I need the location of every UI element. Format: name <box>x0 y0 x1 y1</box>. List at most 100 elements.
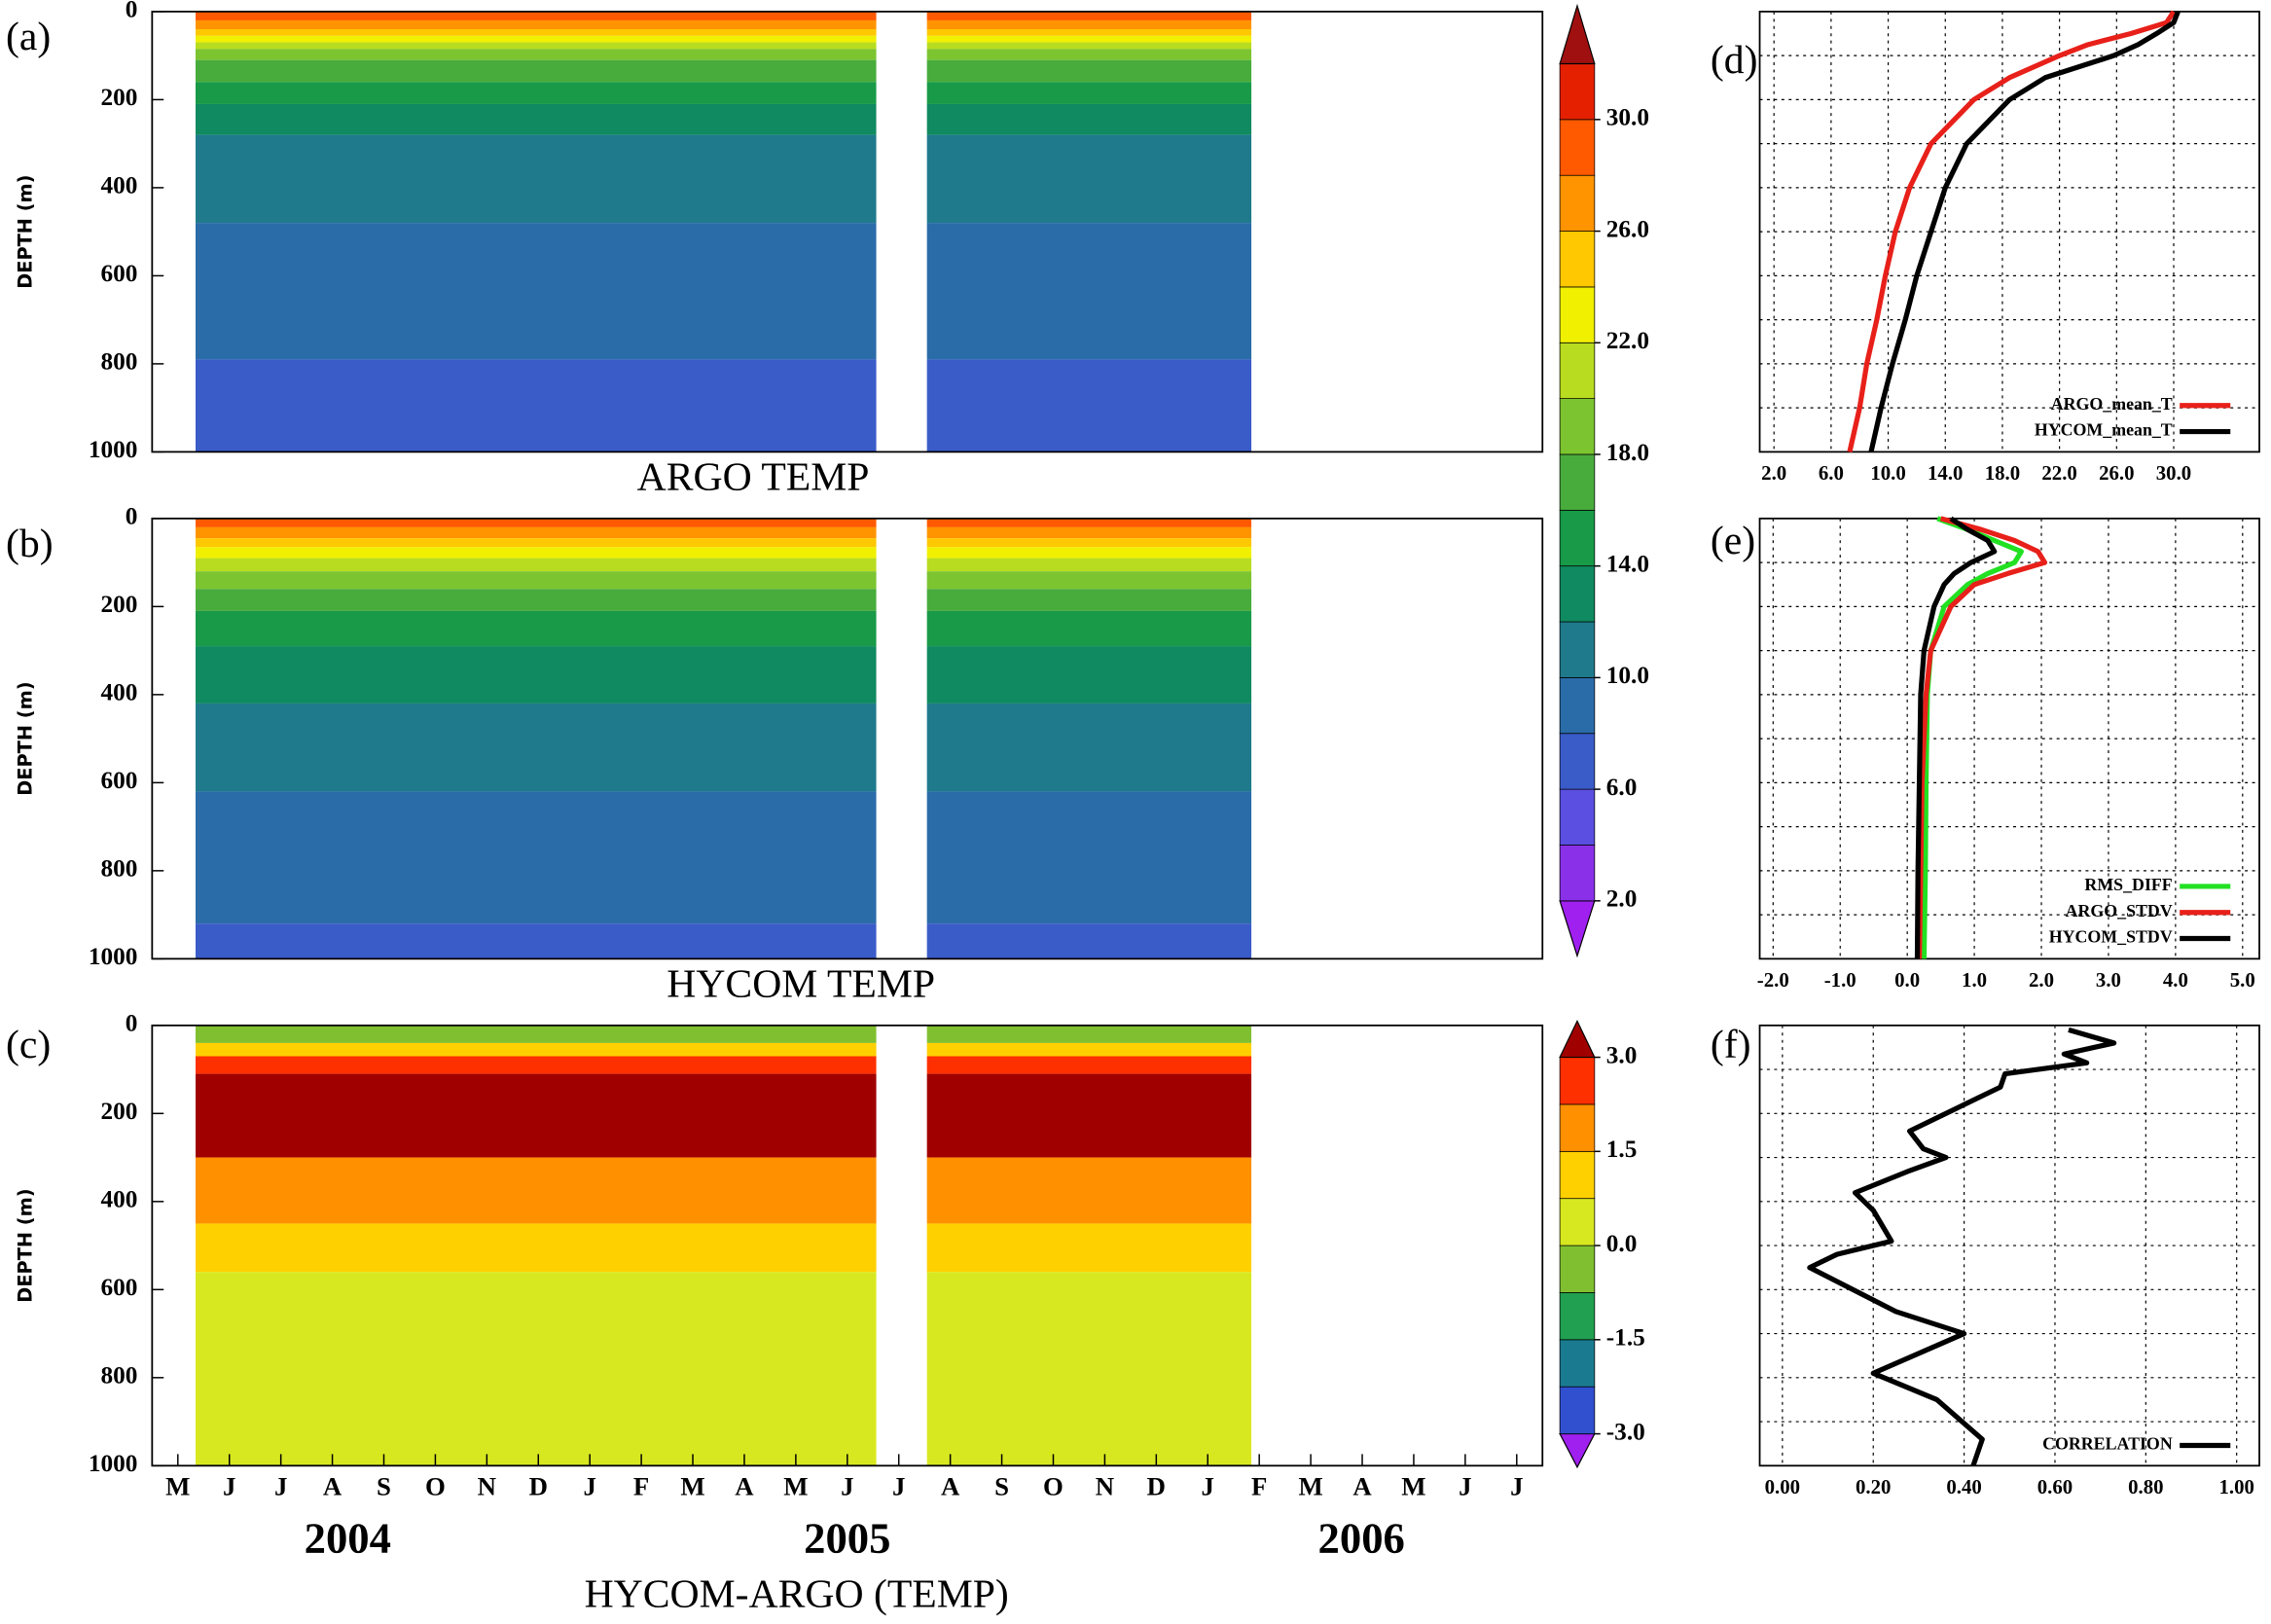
x-tick-label: 0.00 <box>1765 1475 1800 1498</box>
contour-layer <box>926 610 1252 647</box>
colorbar-band <box>1559 677 1596 735</box>
contour-layer <box>926 538 1252 548</box>
contour-layer <box>926 42 1252 50</box>
colorbar-band <box>1559 286 1596 343</box>
x-tick-label: M <box>680 1471 704 1500</box>
x-tick-label: J <box>1459 1471 1471 1500</box>
contour-layer <box>195 1073 877 1158</box>
contour-layer <box>926 571 1252 590</box>
x-tick-label: 3.0 <box>2096 968 2121 992</box>
y-tick-label: 1000 <box>89 1450 138 1477</box>
x-tick-label: 4.0 <box>2163 968 2188 992</box>
x-tick-label: M <box>1298 1471 1322 1500</box>
contour-layer <box>195 1272 877 1466</box>
y-axis-label: DEPTH (m) <box>14 681 36 795</box>
colorbar-band <box>1559 845 1596 902</box>
colorbar-tick-label: 3.0 <box>1606 1041 1638 1068</box>
contour-layer <box>195 82 877 104</box>
x-tick-label: J <box>1510 1471 1523 1500</box>
x-tick-label: 2.0 <box>2029 968 2054 992</box>
y-axis-label: DEPTH (m) <box>14 174 36 288</box>
contour-layer <box>926 359 1252 452</box>
colorbar-band <box>1559 1150 1596 1200</box>
colorbar-under <box>1559 1432 1596 1469</box>
x-tick-label: 0.20 <box>1856 1475 1891 1498</box>
contour-layer <box>926 703 1252 792</box>
colorbar-band <box>1559 1245 1596 1293</box>
x-tick-label: J <box>583 1471 595 1500</box>
contour-layer <box>926 29 1252 36</box>
contour-layer <box>195 547 877 559</box>
y-tick-label: 1000 <box>89 436 138 463</box>
y-tick-label: 400 <box>101 679 138 706</box>
contour-layer <box>195 571 877 590</box>
colorbar-band <box>1559 509 1596 567</box>
contour-layer <box>195 223 877 360</box>
contour-layer <box>926 1073 1252 1158</box>
y-tick-label: 600 <box>101 1274 138 1301</box>
profile-line <box>1921 516 2024 959</box>
y-tick-label: 600 <box>101 767 138 794</box>
plot-frame <box>151 11 1544 453</box>
contour-layer <box>926 791 1252 924</box>
contour-layer <box>926 82 1252 104</box>
y-tick-label: 1000 <box>89 943 138 970</box>
colorbar-tick-label: 30.0 <box>1606 104 1649 131</box>
legend-label: ARGO_mean_T <box>2051 394 2173 414</box>
y-tick-label: 200 <box>101 84 138 111</box>
colorbar-tick-label: 18.0 <box>1606 439 1649 466</box>
contour-layer <box>926 1025 1252 1043</box>
colorbar-tick-label: -1.5 <box>1606 1324 1645 1352</box>
colorbar-tick-label: 14.0 <box>1606 550 1649 577</box>
colorbar-band <box>1559 733 1596 790</box>
y-tick-label: 800 <box>101 348 138 376</box>
panel-title: ARGO TEMP <box>637 455 870 500</box>
contour-layer <box>195 359 877 452</box>
contour-layer <box>926 589 1252 611</box>
colorbar-tick-label: 10.0 <box>1606 662 1649 689</box>
contour-layer <box>195 791 877 924</box>
year-label: 2006 <box>1318 1513 1405 1562</box>
x-tick-label: 0.60 <box>2037 1475 2073 1498</box>
x-tick-label: O <box>1043 1471 1063 1500</box>
x-tick-label: N <box>1096 1471 1114 1500</box>
x-tick-label: A <box>735 1471 754 1500</box>
contour-layer <box>195 103 877 135</box>
contour-layer <box>195 1157 877 1224</box>
x-tick-label: J <box>1202 1471 1214 1500</box>
x-tick-label: -1.0 <box>1824 968 1856 992</box>
contour-layer <box>195 518 877 527</box>
contour-layer <box>195 11 877 20</box>
y-tick-label: 200 <box>101 591 138 618</box>
profile-line <box>1914 516 1998 959</box>
x-tick-label: J <box>274 1471 287 1500</box>
contour-layer <box>195 1025 877 1043</box>
y-tick-label: 800 <box>101 1362 138 1389</box>
contour-layer <box>195 526 877 539</box>
contour-layer <box>195 923 877 959</box>
x-tick-label: 30.0 <box>2156 461 2191 485</box>
legend-label: ARGO_STDV <box>2066 901 2173 920</box>
contour-layer <box>195 1056 877 1074</box>
contour-layer <box>195 29 877 36</box>
plot-frame <box>1758 1024 2260 1467</box>
x-tick-label: 18.0 <box>1985 461 2020 485</box>
y-axis-label: DEPTH (m) <box>14 1188 36 1302</box>
panel-title: HYCOM-ARGO (TEMP) <box>585 1571 1009 1616</box>
contour-layer <box>926 134 1252 224</box>
y-tick-label: 0 <box>126 1010 138 1037</box>
x-tick-label: M <box>165 1471 190 1500</box>
contour-layer <box>926 1223 1252 1273</box>
x-tick-label: 6.0 <box>1819 461 1844 485</box>
panel-letter: (c) <box>6 1023 51 1067</box>
x-tick-label: J <box>892 1471 905 1500</box>
x-tick-label: O <box>425 1471 446 1500</box>
x-tick-label: F <box>1251 1471 1267 1500</box>
colorbar-tick-label: 1.5 <box>1606 1136 1638 1163</box>
profile-line <box>1868 10 2181 452</box>
plot-frame <box>151 517 1544 960</box>
contour-layer <box>195 19 877 30</box>
contour-layer <box>926 103 1252 135</box>
contour-layer <box>926 223 1252 360</box>
x-tick-label: 10.0 <box>1870 461 1905 485</box>
